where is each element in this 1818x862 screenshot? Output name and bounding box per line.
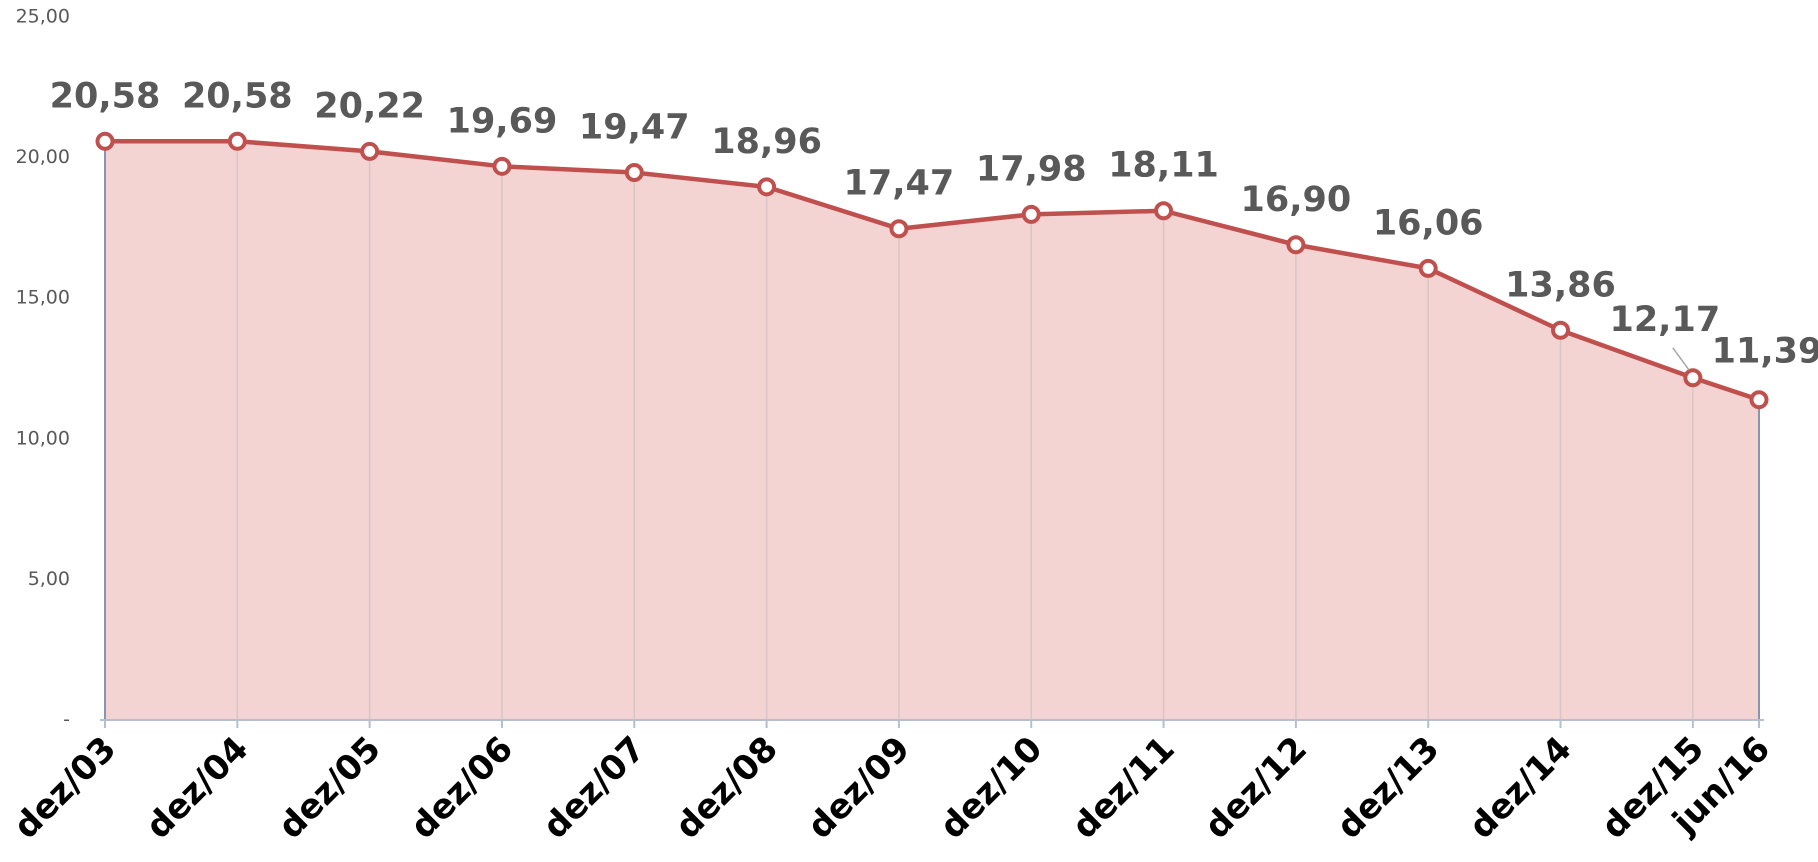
x-tick-label: dez/05 — [271, 729, 389, 847]
area-fill — [105, 141, 1759, 720]
x-tick-label: dez/14 — [1462, 729, 1580, 847]
marker — [889, 219, 909, 239]
x-tick-label: dez/10 — [932, 729, 1050, 847]
y-tick-label: - — [63, 709, 70, 731]
x-tick-label: dez/11 — [1065, 729, 1183, 847]
y-tick-label: 15,00 — [16, 287, 70, 309]
data-label: 19,47 — [579, 108, 690, 148]
y-tick-label: 25,00 — [16, 6, 70, 28]
x-tick-label: dez/13 — [1329, 729, 1447, 847]
data-label: 12,17 — [1609, 300, 1720, 340]
data-label: 11,39 — [1712, 332, 1818, 372]
data-label: 20,58 — [50, 76, 161, 116]
marker — [1683, 368, 1703, 388]
x-tick-label: dez/07 — [535, 729, 653, 847]
data-label: 13,86 — [1505, 265, 1616, 305]
y-tick-label: 10,00 — [16, 427, 70, 449]
data-label: 17,98 — [976, 149, 1087, 189]
data-label: 18,11 — [1108, 146, 1219, 186]
marker — [1418, 258, 1438, 278]
data-label: 16,06 — [1373, 203, 1484, 243]
leader-line — [1672, 347, 1690, 371]
marker — [1154, 201, 1174, 221]
x-tick-label: dez/08 — [668, 729, 786, 847]
x-tick-label: dez/12 — [1197, 729, 1315, 847]
x-tick-label: dez/09 — [800, 729, 918, 847]
y-tick-label: 5,00 — [28, 568, 70, 590]
marker — [95, 131, 115, 151]
marker — [360, 141, 380, 161]
marker — [1749, 390, 1769, 410]
marker — [757, 177, 777, 197]
x-tick-label: dez/03 — [6, 729, 124, 847]
x-tick-label: dez/06 — [403, 729, 521, 847]
marker — [624, 163, 644, 183]
data-label: 20,22 — [314, 86, 425, 126]
data-label: 16,90 — [1241, 180, 1352, 220]
marker — [492, 156, 512, 176]
marker — [1551, 320, 1571, 340]
y-tick-label: 20,00 — [16, 146, 70, 168]
marker — [227, 131, 247, 151]
line — [105, 139, 1760, 402]
data-label: 18,96 — [711, 122, 822, 162]
x-tick-label: dez/04 — [138, 729, 256, 847]
data-label: 19,69 — [447, 101, 558, 141]
data-label: 17,47 — [844, 164, 955, 204]
marker — [1021, 204, 1041, 224]
data-label: 20,58 — [182, 76, 293, 116]
marker — [1286, 235, 1306, 255]
